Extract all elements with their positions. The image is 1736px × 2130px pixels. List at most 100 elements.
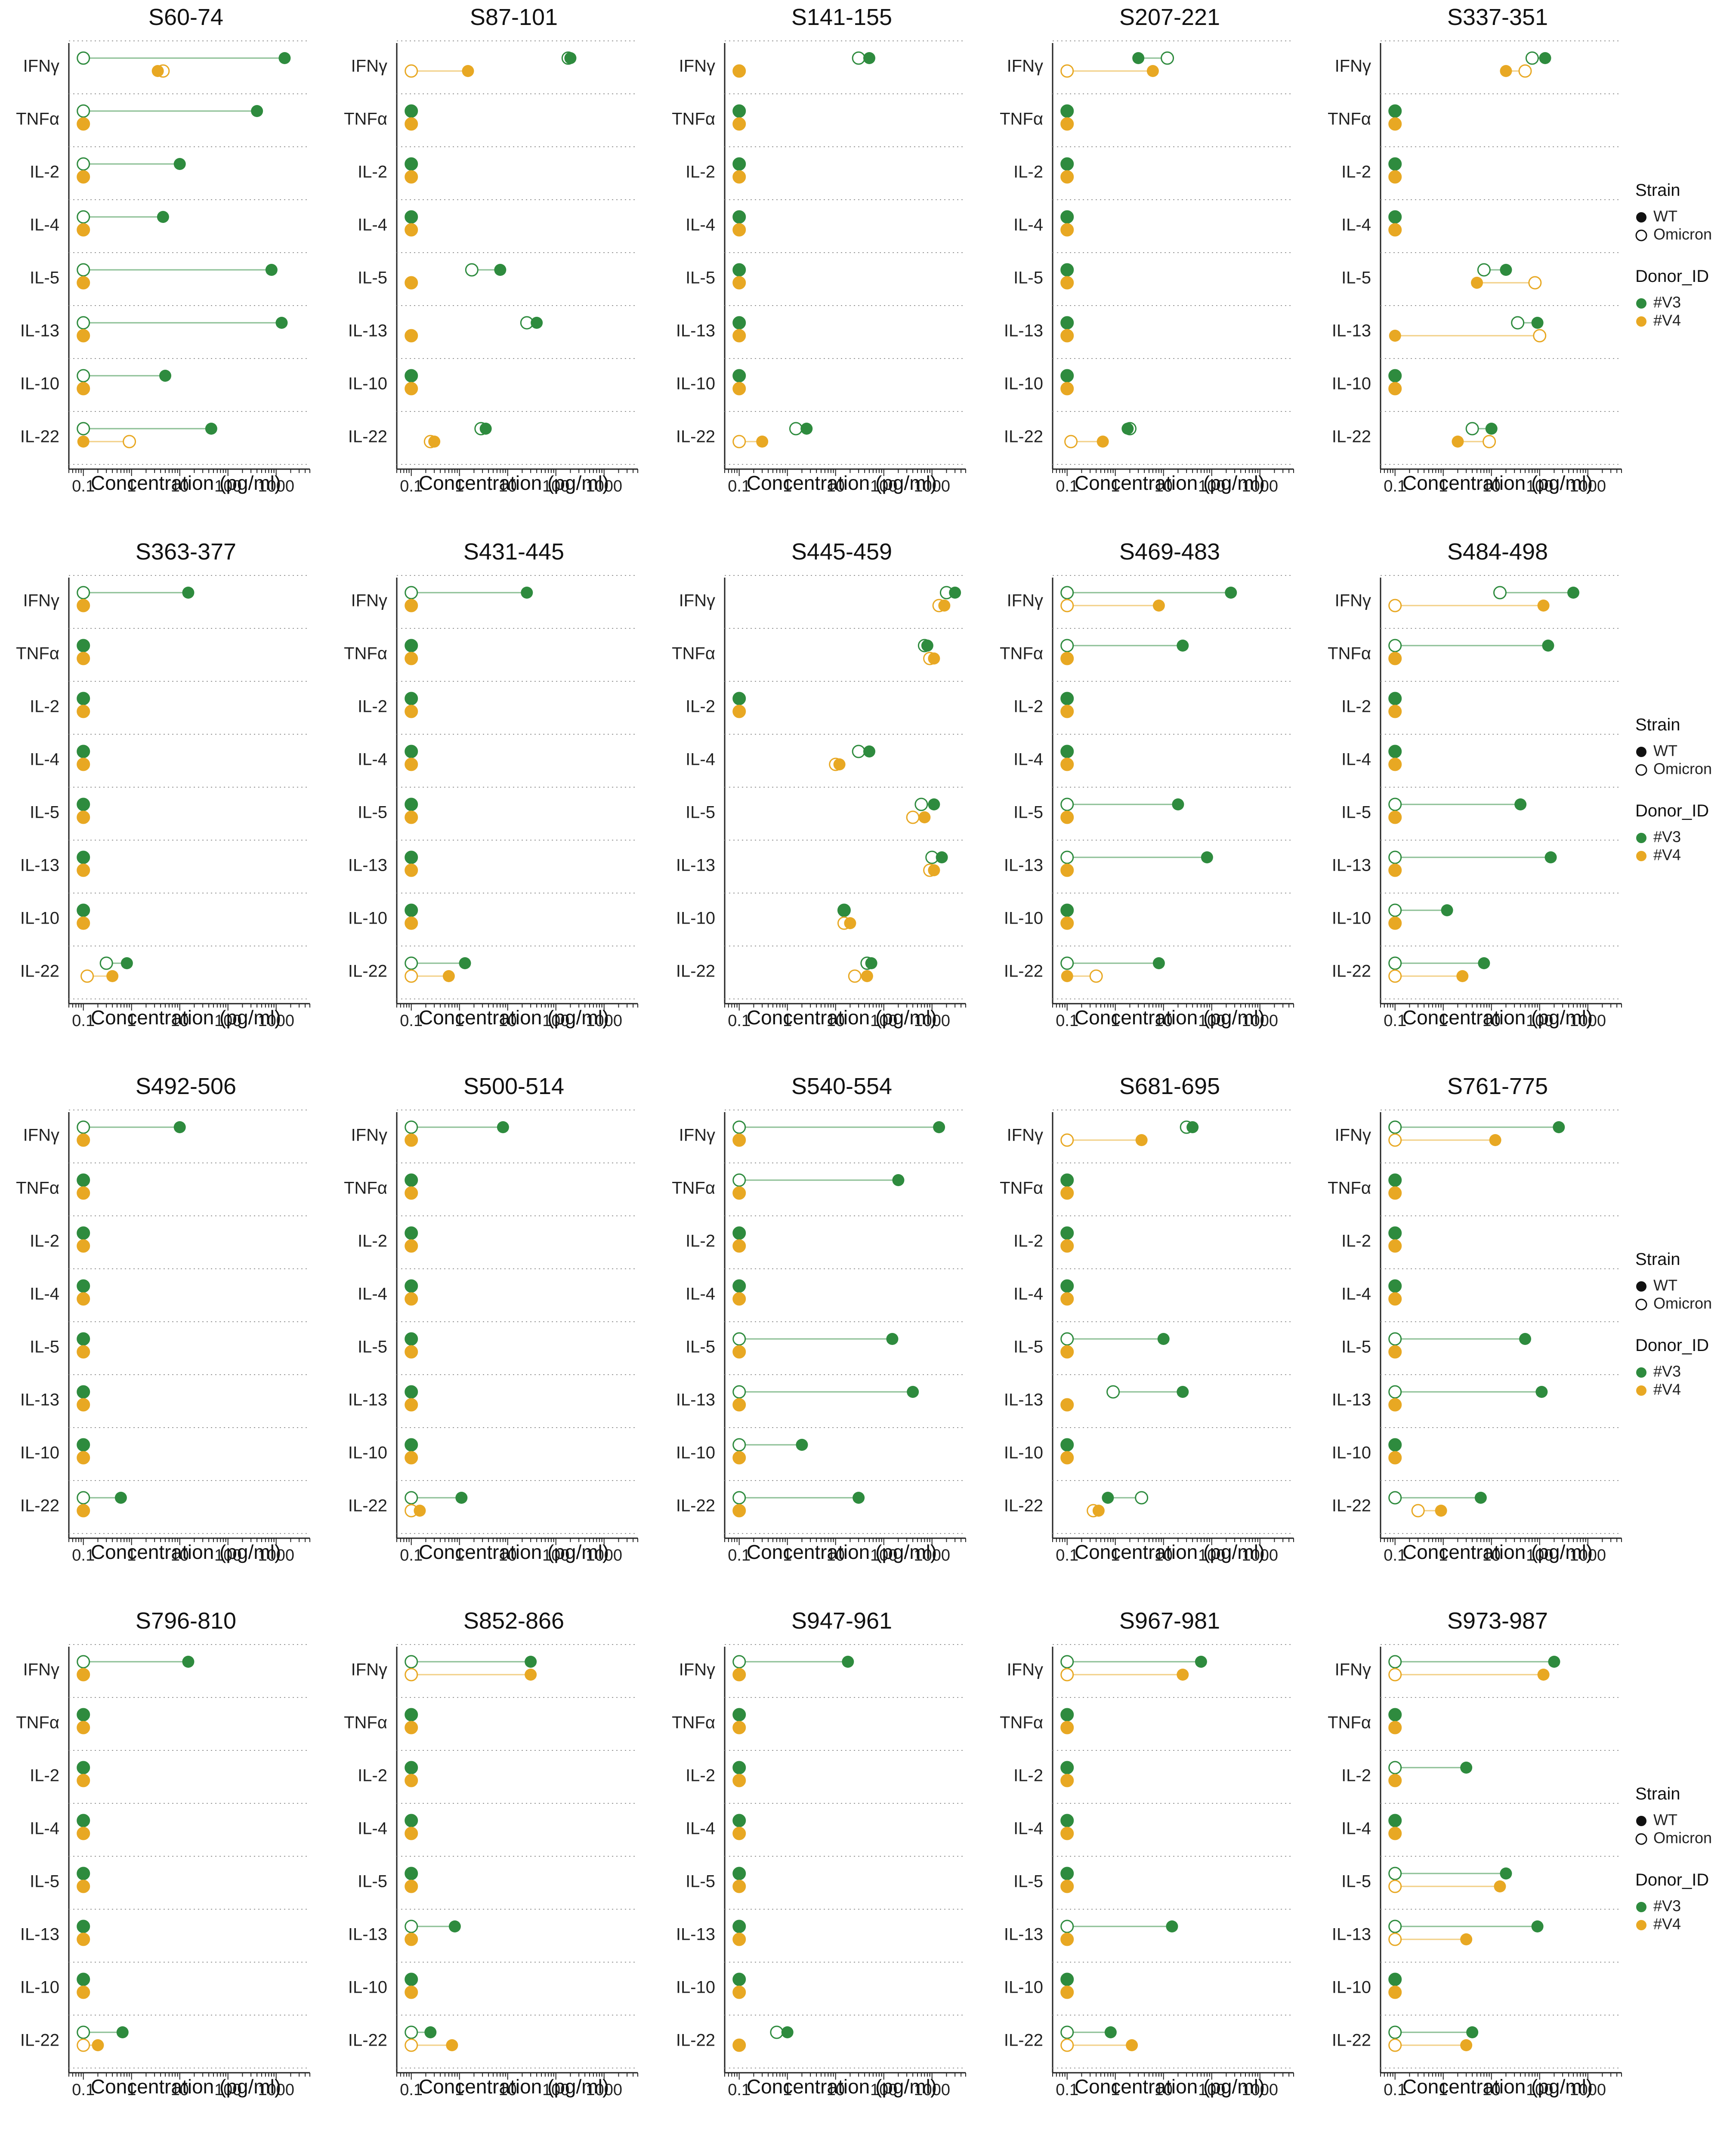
x-tick-label: 100	[1526, 477, 1553, 495]
legend-donor-marker	[1636, 851, 1646, 861]
x-tick-label: 0.1	[400, 2081, 423, 2099]
wt-point-v4	[92, 2039, 104, 2051]
cytokine-label: IL-10	[348, 909, 387, 928]
wt-point-v3	[77, 851, 90, 863]
x-tick-label: 1	[783, 1546, 792, 1564]
wt-point-v3	[733, 1973, 745, 1985]
panel-title: S761-775	[1447, 1073, 1548, 1099]
wt-point-v3	[1104, 2026, 1117, 2038]
x-tick-label: 10	[1155, 2081, 1173, 2099]
x-axis-title: Concentration (pg/ml)	[419, 1541, 609, 1563]
omicron-point-v3	[1388, 1332, 1402, 1346]
omicron-point-v4	[1089, 969, 1103, 983]
wt-point-v3	[1389, 745, 1401, 757]
panel-title: S87-101	[470, 4, 558, 30]
cytokine-label: IL-13	[1332, 856, 1371, 875]
x-tick-label: 1	[1111, 477, 1120, 495]
x-tick-label: 10	[499, 1546, 517, 1564]
cytokine-label: IFNγ	[351, 1126, 387, 1145]
x-tick-label: 100	[1526, 1012, 1553, 1030]
x-tick-label: 100	[1198, 2081, 1225, 2099]
x-tick-label: 100	[542, 1012, 569, 1030]
wt-point-v4	[1389, 1827, 1401, 1839]
x-tick-label: 1000	[1569, 1546, 1606, 1564]
wt-point-v3	[405, 1762, 417, 1774]
wt-point-v4	[1460, 1933, 1473, 1945]
wt-point-v3	[733, 1227, 745, 1239]
wt-point-v4	[405, 1722, 417, 1734]
x-tick-label: 1	[455, 1012, 464, 1030]
cytokine-label: IL-10	[20, 909, 59, 928]
cytokine-label: IL-22	[676, 1496, 715, 1515]
wt-point-v3	[1389, 1973, 1401, 1985]
x-tick-label: 0.1	[1384, 1546, 1406, 1564]
cytokine-label: TNFα	[672, 644, 715, 663]
panel-title: S141-155	[791, 4, 892, 30]
wt-point-v3	[405, 640, 417, 652]
x-tick-label: 10	[499, 2081, 517, 2099]
legend-donor-marker	[1636, 1920, 1646, 1930]
x-tick-label: 1	[783, 1012, 792, 1030]
x-axis-title: Concentration (pg/ml)	[747, 472, 937, 494]
wt-point-v4	[1389, 917, 1401, 929]
wt-point-v3	[1061, 317, 1073, 329]
cytokine-label: IL-10	[1004, 374, 1043, 393]
cytokine-label: IL-10	[1004, 1978, 1043, 1997]
wt-point-v3	[1177, 640, 1189, 652]
wt-point-v4	[733, 1669, 745, 1681]
panel-title: S363-377	[136, 539, 236, 565]
cytokine-label: IL-4	[1013, 750, 1043, 769]
cytokine-label: IL-13	[20, 322, 59, 340]
wt-point-v3	[424, 2026, 437, 2038]
wt-point-v3	[455, 1492, 468, 1504]
legend-strain-label: WT	[1653, 207, 1677, 225]
wt-point-v4	[405, 864, 417, 876]
x-tick-label: 1000	[1569, 1012, 1606, 1030]
cytokine-label: IL-4	[1013, 216, 1043, 235]
wt-point-v4	[1389, 1722, 1401, 1734]
wt-point-v3	[1542, 640, 1554, 652]
wt-point-v4	[1061, 1293, 1073, 1305]
cytokine-label: IL-22	[20, 1496, 59, 1515]
x-axis-title: Concentration (pg/ml)	[1402, 2075, 1593, 2098]
omicron-point-v3	[77, 422, 90, 436]
wt-point-v4	[77, 1293, 90, 1305]
x-tick-label: 0.1	[1056, 1012, 1078, 1030]
omicron-point-v4	[405, 1668, 418, 1682]
cytokine-label: TNFα	[1000, 1713, 1043, 1732]
wt-point-v4	[77, 1240, 90, 1252]
cytokine-label: IFNγ	[23, 591, 59, 610]
legend-donor-title: Donor_ID	[1635, 1870, 1709, 1889]
omicron-point-v4	[1388, 1668, 1402, 1682]
omicron-point-v4	[1528, 276, 1542, 290]
wt-point-v3	[733, 1280, 745, 1292]
wt-point-v3	[1531, 317, 1544, 329]
x-axis-title: Concentration (pg/ml)	[747, 1541, 937, 1563]
legend-strain-label: WT	[1653, 1277, 1677, 1294]
wt-point-v4	[1061, 1722, 1073, 1734]
wt-point-v4	[1500, 65, 1512, 77]
omicron-point-v3	[914, 798, 928, 811]
cytokine-label: IL-5	[686, 1872, 715, 1891]
cytokine-label: IL-5	[358, 269, 387, 288]
wt-point-v4	[77, 1669, 90, 1681]
x-tick-label: 1	[783, 2081, 792, 2099]
omicron-point-v3	[852, 51, 865, 65]
wt-point-v3	[907, 1386, 919, 1398]
x-tick-label: 1	[1439, 1546, 1448, 1564]
cytokine-label: IL-4	[30, 1285, 59, 1304]
legend-donor-label: #V3	[1653, 294, 1681, 311]
legend-donor-title: Donor_ID	[1635, 1336, 1709, 1355]
cytokine-label: IFNγ	[679, 57, 715, 76]
wt-point-v4	[405, 1986, 417, 1998]
omicron-point-v3	[99, 956, 113, 970]
omicron-point-v4	[123, 435, 136, 448]
cytokine-label: IL-13	[1332, 1391, 1371, 1410]
legend-donor-label: #V4	[1653, 1915, 1681, 1933]
x-tick-label: 1000	[1242, 1012, 1278, 1030]
panel-title: S681-695	[1119, 1073, 1220, 1099]
cytokine-label: TNFα	[16, 110, 59, 129]
wt-point-v4	[1389, 758, 1401, 770]
